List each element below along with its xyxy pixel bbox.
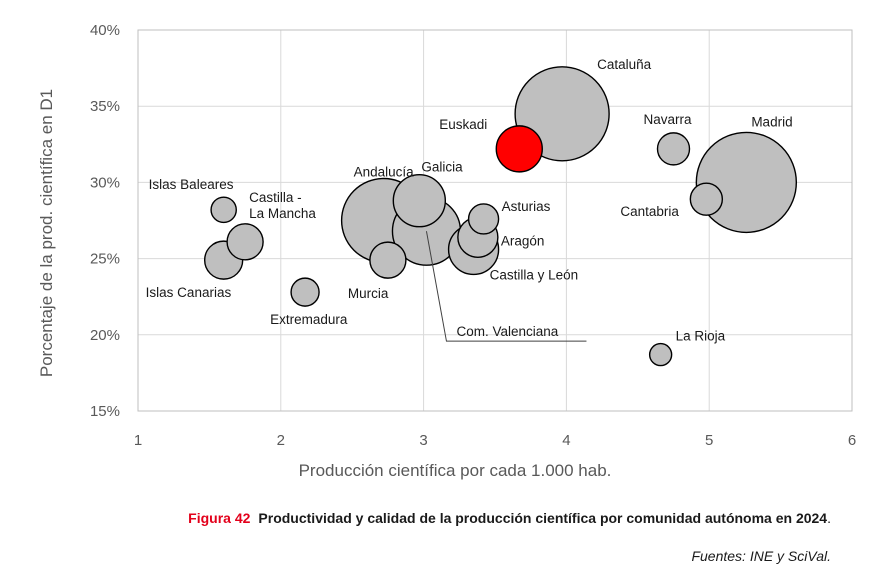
bubble-islas-baleares [210,196,237,224]
label-murcia: Murcia [348,286,389,301]
y-tick-label: 15% [90,403,120,420]
leader-line [425,231,587,342]
figure-number: Figura 42 [188,510,251,526]
label-madrid: Madrid [751,114,792,129]
label-cataluna: Cataluña [597,57,652,72]
label-castilla-y-leon: Castilla y León [490,267,579,282]
bubble-navarra [656,132,691,166]
y-axis-title: Porcentaje de la prod. científica en D1 [37,89,56,377]
x-tick-label: 5 [705,432,713,449]
x-tick-label: 2 [277,432,285,449]
label-castilla-la-mancha: Castilla -La Mancha [249,190,316,221]
bubble-murcia [369,241,407,279]
label-andalucia: Andalucía [354,165,415,180]
label-asturias: Asturias [502,199,551,214]
figure-source: Fuentes: INE y SciVal. [691,548,831,564]
bubble-la-rioja [648,342,673,367]
bubble-madrid [695,131,798,234]
x-tick-label: 4 [562,432,570,449]
y-tick-label: 35% [90,98,120,115]
x-tick-label: 3 [419,432,427,449]
leader-line-com-valenciana [425,231,587,342]
bubble-labels: Cataluña Madrid Andalucía Com. Valenciana Ga… [146,57,793,344]
bubble-castilla-la-mancha [226,223,264,261]
bubble-galicia [392,173,447,228]
y-tick-label: 20% [90,327,120,344]
bubble-chart: Cataluña Madrid Andalucía Com. Valenciana Ga… [37,22,856,480]
label-galicia: Galicia [421,160,463,175]
figure-title: Productividad y calidad de la producción… [258,510,828,526]
y-tick-label: 25% [90,251,120,268]
bubble-extremadura [290,277,320,307]
x-tick-label: 6 [848,432,856,449]
bubble-asturias [467,203,500,235]
x-axis-ticks: 1 2 3 4 5 6 [134,432,856,449]
y-axis-ticks: 15% 20% 25% 30% 35% 40% [90,22,120,420]
label-aragon: Aragón [501,233,545,248]
bubble-euskadi [495,125,543,173]
x-tick-label: 1 [134,432,142,449]
label-navarra: Navarra [644,112,693,127]
x-axis-title: Producción científica por cada 1.000 hab… [299,461,612,480]
plot-area-frame [137,29,853,412]
figure-caption: Figura 42 Productividad y calidad de la p… [131,510,831,527]
label-cantabria: Cantabria [620,204,679,219]
bubble-cantabria [689,182,724,216]
label-com-valenciana: Com. Valenciana [456,324,558,339]
figure-title-period: . [827,510,831,526]
label-islas-baleares: Islas Baleares [149,177,234,192]
label-euskadi: Euskadi [439,117,487,132]
label-la-rioja: La Rioja [676,329,726,344]
y-tick-label: 30% [90,174,120,191]
label-islas-canarias: Islas Canarias [146,285,232,300]
label-extremadura: Extremadura [270,312,348,327]
y-tick-label: 40% [90,22,120,39]
bubbles [203,66,798,367]
